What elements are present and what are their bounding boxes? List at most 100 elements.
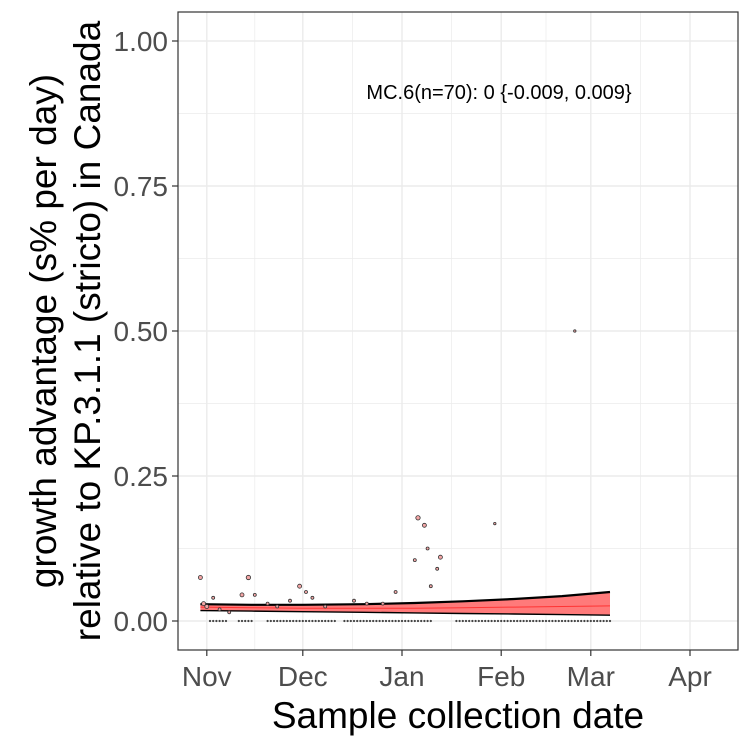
zero-point	[567, 619, 570, 623]
zero-point	[407, 619, 410, 623]
zero-point	[592, 619, 596, 623]
data-point	[412, 558, 417, 562]
zero-point	[605, 619, 608, 623]
data-point	[197, 575, 203, 580]
data-point	[297, 583, 303, 589]
zero-point	[525, 619, 528, 623]
zero-point	[320, 619, 324, 623]
zero-point	[279, 619, 282, 623]
zero-point	[551, 619, 554, 623]
zero-point	[487, 619, 490, 623]
data-point	[421, 522, 427, 528]
zero-point	[404, 619, 407, 623]
zero-point	[493, 619, 496, 623]
zero-point	[554, 619, 557, 623]
zero-point	[468, 619, 471, 623]
zero-point	[330, 619, 333, 623]
lower-bound-line	[200, 609, 611, 616]
zero-point	[244, 619, 247, 623]
zero-point	[528, 619, 532, 623]
zero-point	[455, 619, 458, 623]
annotation: MC.6(n=70): 0 {-0.009, 0.009}	[366, 82, 631, 104]
grid	[178, 12, 738, 650]
zero-point	[343, 619, 346, 623]
zero-point	[602, 619, 605, 623]
data-point	[288, 598, 292, 603]
data-point	[573, 329, 577, 333]
zero-point	[416, 619, 420, 623]
zero-point	[471, 619, 474, 623]
zero-point	[512, 619, 516, 623]
zero-point	[535, 619, 538, 623]
zero-point	[484, 619, 487, 623]
y-axis-title-line-2: relative to KP.3.1.1 (stricto) in Canada	[67, 20, 108, 641]
zero-point	[384, 619, 388, 623]
zero-point	[474, 619, 477, 623]
zero-point	[208, 619, 212, 623]
zero-point	[426, 619, 429, 623]
zero-point	[423, 619, 426, 623]
y-axis-title-line-1: growth advantage (s% per day)	[23, 74, 64, 588]
zero-point	[359, 619, 362, 623]
zero-point	[352, 619, 356, 623]
zero-point	[224, 619, 228, 623]
zero-point	[308, 619, 311, 623]
zero-point	[301, 619, 304, 623]
zero-point	[375, 619, 378, 623]
data-point	[415, 515, 421, 521]
data-point	[435, 566, 440, 571]
x-axis-title: Sample collection date	[272, 695, 644, 736]
zero-point	[346, 619, 349, 623]
zero-point	[461, 619, 464, 623]
data-point	[252, 593, 257, 597]
zero-point	[333, 619, 336, 623]
zero-point	[356, 619, 359, 623]
x-tick-label: Mar	[567, 661, 615, 692]
zero-point	[285, 619, 288, 623]
zero-point	[413, 619, 416, 623]
zero-point	[560, 619, 564, 623]
zero-point	[218, 619, 221, 623]
zero-points	[208, 619, 612, 623]
zero-point	[519, 619, 522, 623]
data-point	[201, 601, 207, 606]
zero-point	[544, 619, 548, 623]
zero-point	[311, 619, 314, 623]
zero-point	[596, 619, 599, 623]
data-point	[211, 595, 216, 600]
zero-point	[583, 619, 586, 623]
zero-point	[541, 619, 544, 623]
y-tick-label: 0.50	[114, 316, 169, 347]
zero-point	[464, 619, 468, 623]
data-point	[245, 574, 251, 581]
zero-point	[266, 619, 269, 623]
zero-point	[215, 619, 218, 623]
zero-point	[480, 619, 484, 623]
zero-point	[288, 619, 292, 623]
zero-point	[282, 619, 285, 623]
zero-point	[250, 619, 253, 623]
data-point	[493, 521, 497, 526]
y-tick-label: 1.00	[114, 26, 169, 57]
x-tick-label: Feb	[477, 661, 525, 692]
zero-point	[509, 619, 512, 623]
zero-point	[586, 619, 589, 623]
zero-point	[573, 619, 576, 623]
zero-point	[397, 619, 400, 623]
data-point	[428, 584, 433, 589]
data-point	[217, 607, 222, 612]
zero-point	[599, 619, 602, 623]
zero-point	[576, 619, 580, 623]
data-point	[227, 610, 232, 615]
data-point	[239, 592, 245, 598]
data-point	[364, 601, 369, 606]
zero-point	[570, 619, 573, 623]
zero-point	[237, 619, 240, 623]
zero-point	[362, 619, 365, 623]
zero-point	[292, 619, 295, 623]
zero-point	[429, 619, 432, 623]
x-tick-label: Jan	[379, 661, 424, 692]
zero-point	[420, 619, 423, 623]
data-point	[304, 590, 308, 594]
